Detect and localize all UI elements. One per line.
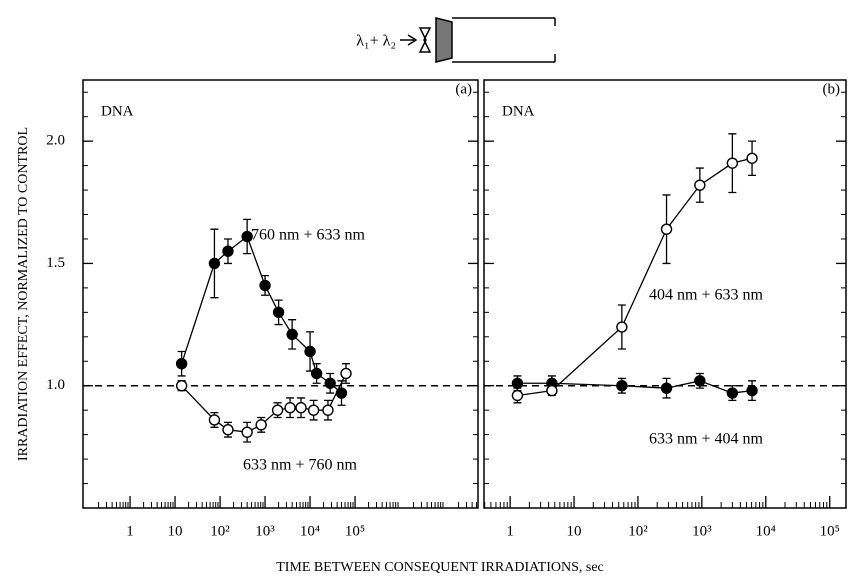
- data-point: [286, 328, 298, 341]
- x-tick-label: 10: [567, 523, 582, 539]
- x-tick-label: 1: [126, 523, 134, 539]
- data-point: [295, 402, 307, 414]
- x-tick-label: 10²: [628, 523, 648, 539]
- data-point: [616, 321, 628, 333]
- schematic: [400, 17, 556, 63]
- data-point: [304, 345, 316, 358]
- plot-frame: [82, 79, 479, 509]
- x-tick-label: 1: [506, 523, 514, 539]
- x-tick-label: 10: [168, 523, 183, 539]
- data-point: [310, 367, 323, 380]
- data-point: [616, 380, 628, 392]
- annotation: DNA: [502, 103, 535, 119]
- data-point: [271, 404, 284, 416]
- panel-label: (b): [823, 81, 841, 97]
- series-label: 633 nm + 404 nm: [649, 431, 763, 448]
- data-point: [255, 419, 267, 431]
- x-axis-label: TIME BETWEEN CONSEQUENT IRRADIATIONS, se…: [276, 560, 604, 575]
- x-tick-label: 10⁵: [820, 523, 840, 539]
- data-point: [284, 402, 296, 414]
- data-point: [324, 377, 336, 389]
- data-point: [546, 384, 558, 397]
- data-point: [511, 377, 524, 389]
- data-point: [322, 404, 334, 416]
- data-point: [340, 367, 352, 380]
- series-label: 404 nm + 633 nm: [649, 287, 763, 304]
- data-point: [511, 389, 524, 402]
- x-tick-label: 10³: [255, 523, 275, 539]
- x-tick-label: 10⁴: [300, 523, 320, 539]
- data-point: [259, 279, 271, 292]
- series-label: 760 nm + 633 nm: [251, 227, 365, 244]
- data-point: [241, 230, 253, 243]
- data-point: [746, 384, 758, 397]
- schematic-label: λ₁+ λ₂: [356, 33, 396, 50]
- data-point: [272, 306, 285, 319]
- data-point: [222, 245, 234, 257]
- data-point: [660, 223, 673, 235]
- data-point: [241, 426, 253, 438]
- series-label: 633 nm + 760 nm: [243, 457, 357, 474]
- plot-frame: [483, 79, 847, 509]
- annotation: DNA: [101, 103, 134, 119]
- data-point: [222, 424, 234, 436]
- series-line: [517, 157, 753, 397]
- x-tick-label: 10⁴: [756, 523, 776, 539]
- data-point: [746, 152, 758, 164]
- data-point: [208, 414, 221, 426]
- data-point: [208, 257, 221, 270]
- x-tick-label: 10³: [692, 523, 712, 539]
- data-point: [660, 382, 673, 394]
- data-point: [175, 358, 188, 370]
- data-point: [694, 179, 706, 191]
- data-point: [726, 157, 739, 169]
- data-point: [726, 387, 739, 399]
- panel-label: (a): [455, 81, 472, 97]
- y-tick-label: 2.0: [46, 133, 65, 149]
- data-point: [175, 380, 188, 392]
- data-point: [694, 375, 706, 387]
- y-tick-label: 1.5: [46, 255, 65, 271]
- y-axis-label: IRRADIATION EFFECT, NORMALIZED TO CONTRO…: [16, 127, 31, 461]
- data-point: [307, 404, 320, 416]
- x-tick-label: 10²: [210, 523, 230, 539]
- y-tick-label: 1.0: [46, 377, 65, 393]
- x-tick-label: 10⁵: [345, 523, 365, 539]
